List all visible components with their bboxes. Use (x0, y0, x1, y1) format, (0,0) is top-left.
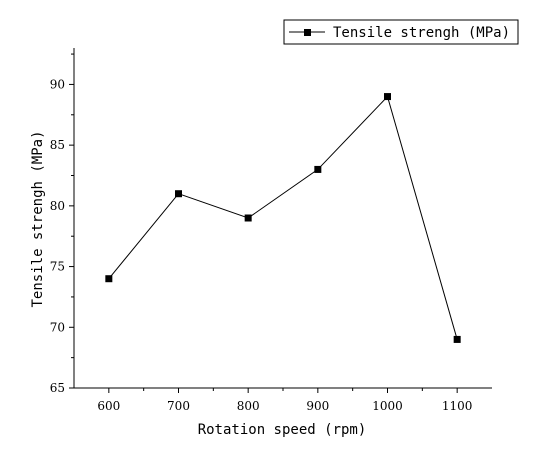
x-tick-label: 700 (167, 399, 190, 413)
y-tick-label: 80 (50, 199, 65, 213)
y-tick-label: 85 (50, 138, 65, 152)
y-tick-label: 65 (50, 381, 65, 395)
axes (73, 48, 492, 389)
data-point (105, 275, 113, 283)
data-point (453, 335, 461, 343)
legend-label: Tensile strengh (MPa) (333, 25, 510, 41)
y-tick-label: 75 (50, 260, 65, 274)
y-axis-title: Tensile strengh (MPa) (30, 130, 46, 307)
ticks: 600 700 800 900 1000 1100 65 70 75 80 85 90 (50, 53, 473, 413)
legend-marker (304, 29, 311, 36)
x-tick-label: 1100 (442, 399, 473, 413)
data-point (244, 214, 252, 222)
x-tick-label: 1000 (372, 399, 403, 413)
legend: Tensile strengh (MPa) (283, 19, 519, 45)
data-point (175, 190, 182, 198)
series-layer (105, 93, 461, 343)
y-tick-label: 70 (50, 320, 65, 334)
data-point (314, 165, 322, 173)
x-tick-label: 800 (237, 399, 260, 413)
x-tick-label: 900 (306, 399, 329, 413)
data-point (384, 93, 391, 101)
series-line (108, 95, 458, 340)
x-axis-title: Rotation speed (rpm) (198, 422, 367, 438)
y-tick-label: 90 (50, 77, 65, 91)
x-tick-label: 600 (97, 399, 120, 413)
